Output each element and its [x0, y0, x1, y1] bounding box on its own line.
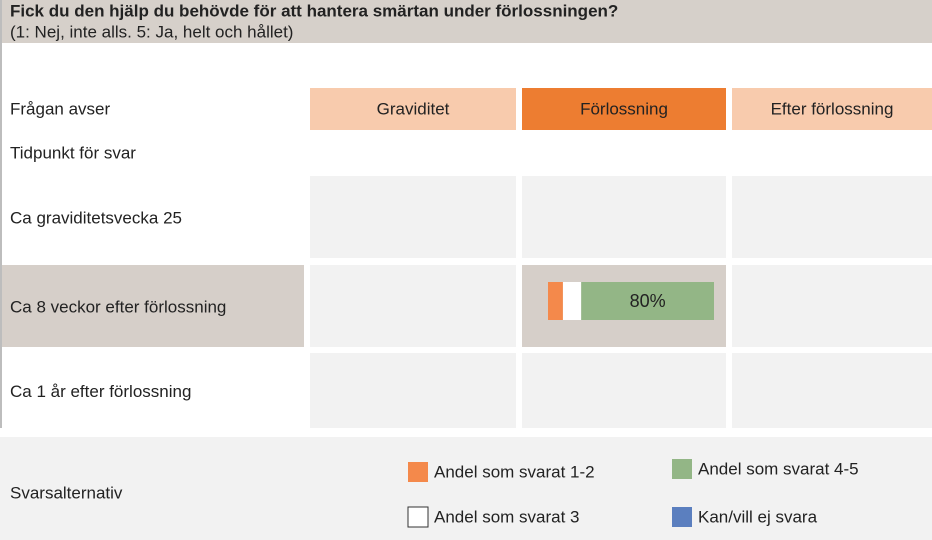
column-header [310, 88, 516, 130]
legend-swatch [408, 462, 428, 482]
column-header [522, 88, 726, 130]
column-header [732, 88, 932, 130]
left-border [0, 0, 2, 428]
column-label: Efter förlossning [771, 99, 894, 118]
value-label: 80% [630, 291, 666, 311]
cell [310, 353, 516, 428]
bar-segment [562, 282, 582, 320]
subtitle: (1: Nej, inte alls. 5: Ja, helt och håll… [10, 22, 293, 41]
legend-label: Andel som svarat 4-5 [698, 459, 859, 478]
title-band [0, 0, 932, 43]
row-label-cell [2, 265, 304, 347]
cell [310, 265, 516, 347]
header-label: Frågan avser [10, 99, 110, 118]
cell [732, 265, 932, 347]
column-label: Graviditet [377, 99, 450, 118]
row-label-cell [2, 353, 304, 428]
title: Fick du den hjälp du behövde för att han… [10, 1, 618, 20]
row-label: Ca 1 år efter förlossning [10, 382, 191, 401]
cell [310, 176, 516, 258]
cell [522, 353, 726, 428]
legend-swatch [672, 507, 692, 527]
row-label: Ca 8 veckor efter förlossning [10, 297, 226, 316]
legend-swatch [672, 459, 692, 479]
cell [732, 353, 932, 428]
cell [522, 176, 726, 258]
legend-box [0, 437, 932, 540]
row-header: Tidpunkt för svar [10, 143, 136, 162]
row-label-cell [2, 176, 304, 258]
legend-label: Kan/vill ej svara [698, 507, 818, 526]
cell [732, 176, 932, 258]
row-label: Ca graviditetsvecka 25 [10, 208, 182, 227]
bar-segment [548, 282, 563, 320]
legend-label: Andel som svarat 3 [434, 507, 580, 526]
column-label: Förlossning [580, 99, 668, 118]
bar-segment [581, 282, 714, 320]
legend-label: Andel som svarat 1-2 [434, 462, 595, 481]
legend-swatch [407, 506, 429, 528]
legend-title: Svarsalternativ [10, 483, 123, 502]
